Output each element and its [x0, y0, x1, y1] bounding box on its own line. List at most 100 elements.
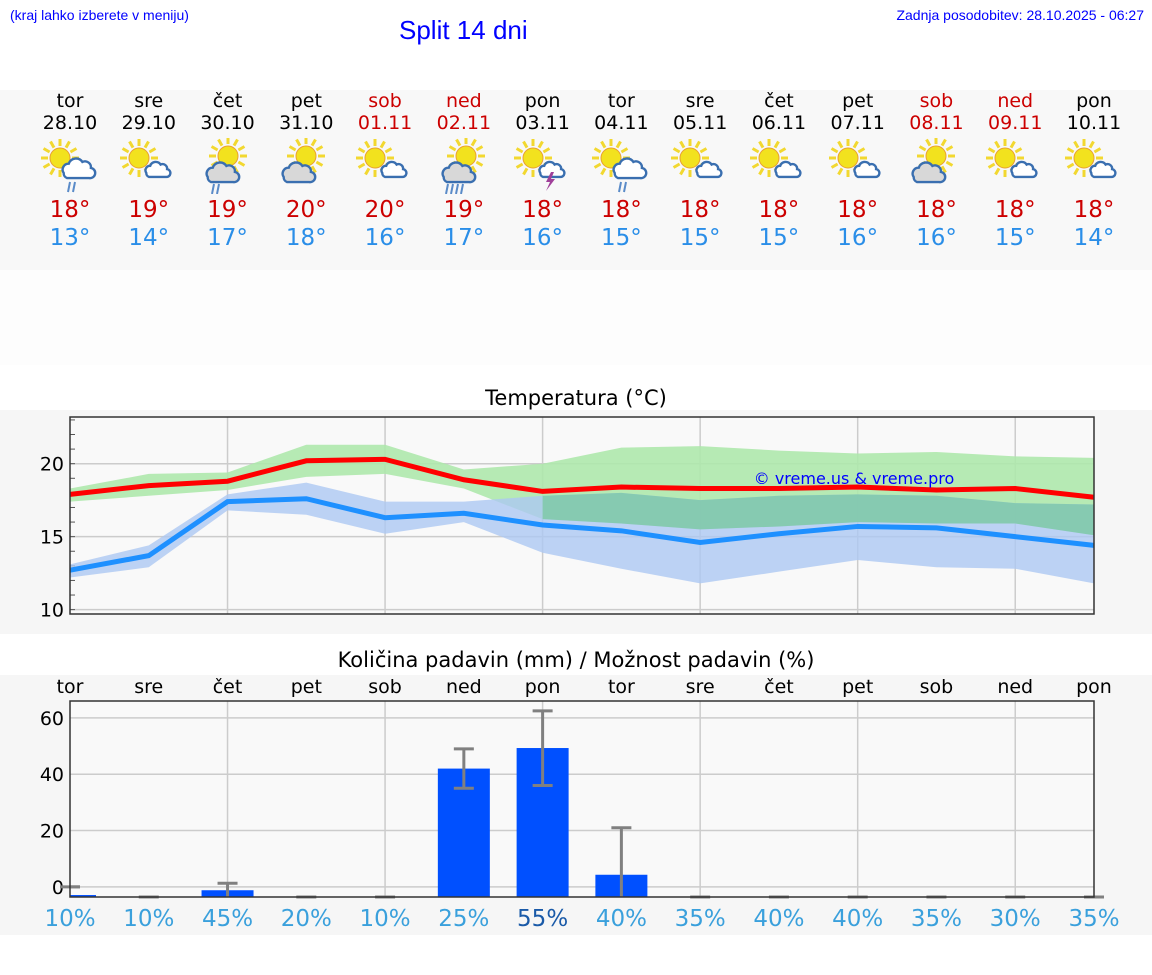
weekday-label: pet — [291, 676, 322, 698]
plot-area — [70, 701, 1094, 897]
precip-probability: 10% — [123, 906, 174, 932]
max-temp: 18° — [758, 197, 800, 223]
min-temp-line — [69, 496, 1095, 573]
weekday: tor — [56, 90, 84, 112]
precip-probability: 10% — [360, 906, 411, 932]
weekday: ned — [997, 90, 1034, 112]
weekday: pet — [290, 90, 322, 112]
min-temp: 17° — [207, 225, 248, 251]
weekday-label: ned — [446, 676, 482, 698]
y-tick-label: 0 — [52, 877, 64, 899]
min-temp: 18° — [285, 225, 327, 251]
day-forecast: pon 03.11 18° 16° — [503, 90, 583, 252]
weekday: sre — [134, 90, 164, 112]
precip-probability: 35% — [911, 906, 962, 932]
sun-cloud-rain-icon — [592, 139, 648, 193]
weekday-label: sre — [134, 676, 163, 698]
weekday: sob — [368, 90, 402, 112]
forecast-band — [0, 90, 1152, 270]
max-temp: 18° — [49, 197, 91, 223]
max-temp-line — [69, 456, 1095, 500]
date: 07.11 — [830, 112, 885, 134]
weekday-label: sob — [368, 676, 402, 698]
day-forecast: pet 07.11 18° 16° — [818, 90, 898, 252]
min-temp: 13° — [49, 225, 91, 251]
watermark: © vreme.us & vreme.pro — [754, 469, 955, 488]
min-temp: 14° — [1073, 225, 1115, 251]
plot-frame — [69, 700, 1095, 898]
y-tick-label: 60 — [40, 708, 64, 730]
precip-probability: 35% — [675, 906, 726, 932]
date: 08.11 — [909, 112, 964, 134]
day-forecast: ned 02.11 19° 17° — [424, 90, 504, 252]
precip-probability: 20% — [281, 906, 332, 932]
precip-probability: 25% — [438, 906, 489, 932]
max-temp: 20° — [285, 197, 327, 223]
weekday-label: pon — [525, 676, 561, 698]
day-forecast: pet 31.10 20° 18° — [266, 90, 346, 252]
y-tick-label: 40 — [40, 764, 64, 786]
sun-small-cloud-icon — [749, 139, 802, 179]
weekday: tor — [607, 90, 635, 112]
weekday: sre — [685, 90, 715, 112]
precipitation-chart: tor sre čet pet sob ned pon tor sre čet pet sob ned p… — [40, 676, 1120, 932]
max-temp: 18° — [679, 197, 721, 223]
min-temp: 15° — [679, 225, 721, 251]
date: 04.11 — [594, 112, 649, 134]
max-temp: 19° — [128, 197, 170, 223]
day-forecast: čet 06.11 18° 15° — [739, 90, 819, 252]
sun-gray-cloud-icon — [281, 138, 326, 184]
max-temp: 19° — [443, 197, 485, 223]
date: 30.10 — [200, 112, 255, 134]
date: 10.11 — [1066, 112, 1122, 134]
weekday: ned — [445, 90, 482, 112]
sun-small-cloud-icon — [986, 139, 1038, 179]
day-forecast: pon 10.11 18° 14° — [1054, 90, 1134, 252]
y-tick-label: 10 — [40, 600, 64, 622]
weekday: sob — [919, 90, 954, 112]
max-temp: 18° — [522, 197, 563, 223]
spacer-band — [0, 270, 1152, 365]
sun-cloud-rain-icon — [41, 139, 97, 193]
sun-small-cloud-icon — [671, 139, 723, 179]
sun-gray-cloud-icon — [911, 138, 956, 184]
sun-small-cloud-icon — [1065, 139, 1117, 179]
min-temp: 16° — [837, 225, 879, 251]
weekday-label: čet — [213, 676, 243, 698]
y-tick-label: 20 — [40, 821, 64, 843]
date: 29.10 — [121, 112, 176, 134]
weekday-label: pon — [1076, 676, 1112, 698]
date: 28.10 — [42, 112, 98, 134]
weekday: pet — [842, 90, 874, 112]
min-temp: 16° — [522, 225, 563, 251]
min-temp: 16° — [364, 225, 406, 251]
page-title: Split 14 dni — [399, 15, 528, 45]
weekday-label: pet — [842, 676, 873, 698]
max-temp: 18° — [994, 197, 1036, 223]
precip-probability: 45% — [202, 906, 253, 932]
y-tick-label: 20 — [40, 454, 64, 476]
day-forecast: ned 09.11 18° 15° — [975, 90, 1055, 252]
weekday: čet — [212, 90, 243, 112]
day-forecast: čet 30.10 19° 17° — [188, 90, 268, 252]
day-forecast: sob 01.11 20° 16° — [345, 90, 425, 252]
weekday-label: čet — [764, 676, 794, 698]
day-forecast: tor 28.10 18° 13° — [30, 90, 110, 252]
temperature-chart: 10 15 20 © vreme.us & vreme.pro — [40, 416, 1095, 622]
precip-probability: 10% — [44, 906, 95, 932]
min-temp: 14° — [128, 225, 170, 251]
date: 06.11 — [751, 112, 807, 134]
min-temp: 16° — [916, 225, 957, 251]
cloud-sun-rain-icon — [204, 138, 247, 194]
temperature-chart-title: Temperatura (°C) — [485, 386, 667, 410]
precip-probability: 40% — [832, 906, 883, 932]
min-temp: 17° — [443, 225, 485, 251]
precip-probability: 55% — [517, 906, 568, 932]
max-temp: 18° — [916, 197, 957, 223]
date: 03.11 — [515, 112, 570, 134]
max-temp: 18° — [837, 197, 879, 223]
sun-small-cloud-icon — [119, 139, 172, 179]
cloud-heavy-rain-icon — [441, 138, 485, 194]
sun-small-cloud-icon — [356, 139, 408, 179]
min-temp: 15° — [994, 225, 1036, 251]
